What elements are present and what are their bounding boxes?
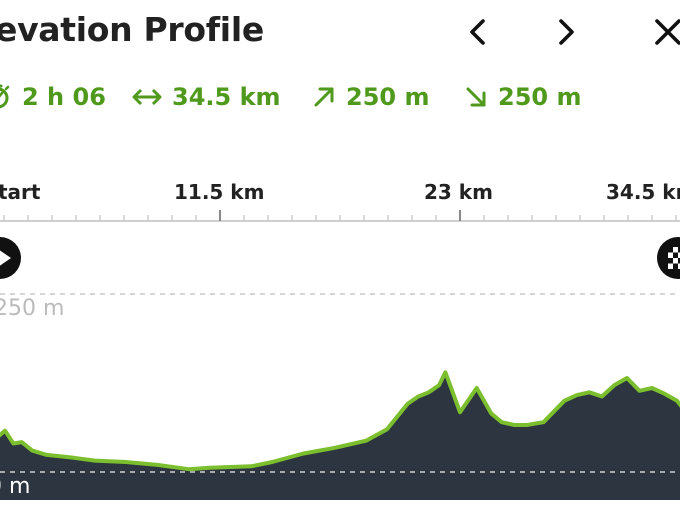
previous-button[interactable] <box>458 12 498 52</box>
stopwatch-icon <box>0 84 10 109</box>
page-title: levation Profile <box>0 10 264 49</box>
elevation-chart[interactable] <box>0 286 680 500</box>
chevron-right-icon <box>559 19 574 45</box>
chevron-left-icon <box>470 19 485 45</box>
ascent-arrow-icon <box>314 87 334 107</box>
elevation-area <box>0 372 680 500</box>
ruler-label-start: tart <box>0 180 41 204</box>
ruler-label-23: 23 km <box>424 180 493 204</box>
ruler-ticks <box>0 210 680 222</box>
checkered-flag-icon[interactable] <box>656 236 680 280</box>
ascent-stat: 250 m <box>312 80 429 114</box>
elevation-line <box>0 370 680 472</box>
elevation-min-label: 0 m <box>0 474 31 499</box>
ruler-label-34-5: 34.5 km <box>606 180 680 204</box>
duration-value: 2 h 06 <box>22 83 106 111</box>
play-start-icon[interactable] <box>0 236 22 280</box>
descent-stat: 250 m <box>464 80 581 114</box>
descent-value: 250 m <box>498 83 582 111</box>
close-icon <box>655 19 680 45</box>
distance-ruler: tart 11.5 km 23 km 34.5 km <box>0 170 680 230</box>
close-button[interactable] <box>648 12 680 52</box>
distance-arrows-icon <box>132 88 162 106</box>
elevation-max-label: 250 m <box>0 296 65 321</box>
ruler-label-11-5: 11.5 km <box>174 180 265 204</box>
route-stats: 2 h 06 34.5 km 250 m 250 m <box>0 80 680 114</box>
duration-stat: 2 h 06 <box>0 80 106 114</box>
ascent-value: 250 m <box>346 83 430 111</box>
distance-value: 34.5 km <box>172 83 281 111</box>
descent-arrow-icon <box>466 87 486 107</box>
next-button[interactable] <box>546 12 586 52</box>
distance-stat: 34.5 km <box>132 80 281 114</box>
